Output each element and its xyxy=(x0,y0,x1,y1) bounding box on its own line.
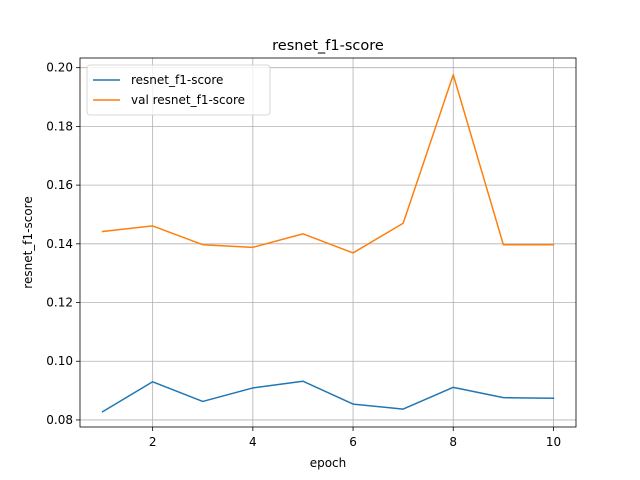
y-axis-label: resnet_f1-score xyxy=(21,196,35,288)
y-axis-ticks: 0.08 0.10 0.12 0.14 0.16 0.18 0.20 xyxy=(46,61,80,427)
x-tick-label: 6 xyxy=(349,435,357,449)
plot-frame xyxy=(79,57,577,428)
series-line-1 xyxy=(101,73,555,254)
x-tick-label: 10 xyxy=(546,435,561,449)
y-tick-label: 0.14 xyxy=(46,237,73,251)
y-tick-label: 0.18 xyxy=(46,119,73,133)
y-tick-label: 0.10 xyxy=(46,354,73,368)
series-line-0 xyxy=(101,380,555,413)
series-lines xyxy=(101,73,555,413)
x-axis-ticks: 2 4 6 8 10 xyxy=(149,427,561,449)
chart-title: resnet_f1-score xyxy=(272,38,384,54)
x-tick-label: 2 xyxy=(149,435,157,449)
legend-label: resnet_f1-score xyxy=(131,73,223,87)
x-tick-label: 4 xyxy=(249,435,257,449)
y-tick-label: 0.16 xyxy=(46,178,73,192)
grid xyxy=(80,58,576,427)
x-axis-label: epoch xyxy=(310,456,347,470)
y-tick-label: 0.12 xyxy=(46,296,73,310)
x-tick-label: 8 xyxy=(449,435,457,449)
y-tick-label: 0.08 xyxy=(46,413,73,427)
y-tick-label: 0.20 xyxy=(46,61,73,75)
legend-box xyxy=(86,64,271,116)
legend-label: val resnet_f1-score xyxy=(131,93,245,107)
